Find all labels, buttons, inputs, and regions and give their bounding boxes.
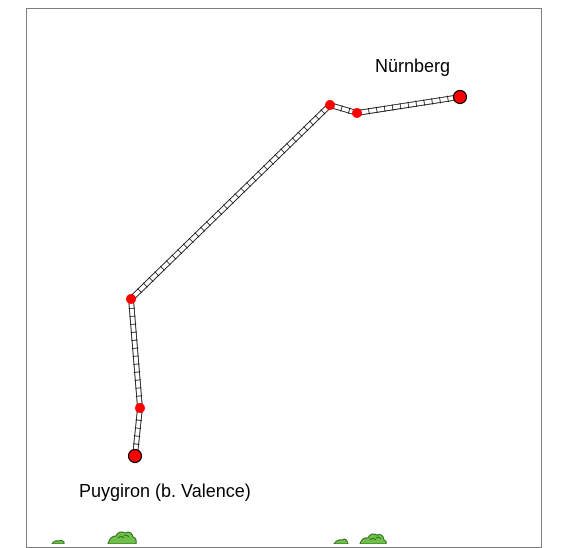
city-label-puygiron: Puygiron (b. Valence)	[79, 481, 251, 501]
railway-track	[127, 94, 461, 457]
station-marker-start	[127, 448, 143, 464]
track-segment	[129, 102, 332, 302]
tree-icon	[51, 539, 65, 544]
tree-icon	[107, 531, 137, 544]
station-marker-end	[452, 89, 468, 105]
station-marker-via	[325, 100, 335, 110]
track-segment	[356, 94, 461, 116]
station-marker-via	[126, 294, 136, 304]
vegetation	[51, 531, 387, 544]
track-segment	[132, 407, 143, 457]
route-stops	[126, 89, 468, 464]
tree-icon	[333, 533, 387, 544]
track-segment	[127, 298, 143, 409]
station-marker-via	[135, 403, 145, 413]
city-label-nurnberg: Nürnberg	[375, 56, 451, 76]
station-marker-via	[352, 108, 362, 118]
